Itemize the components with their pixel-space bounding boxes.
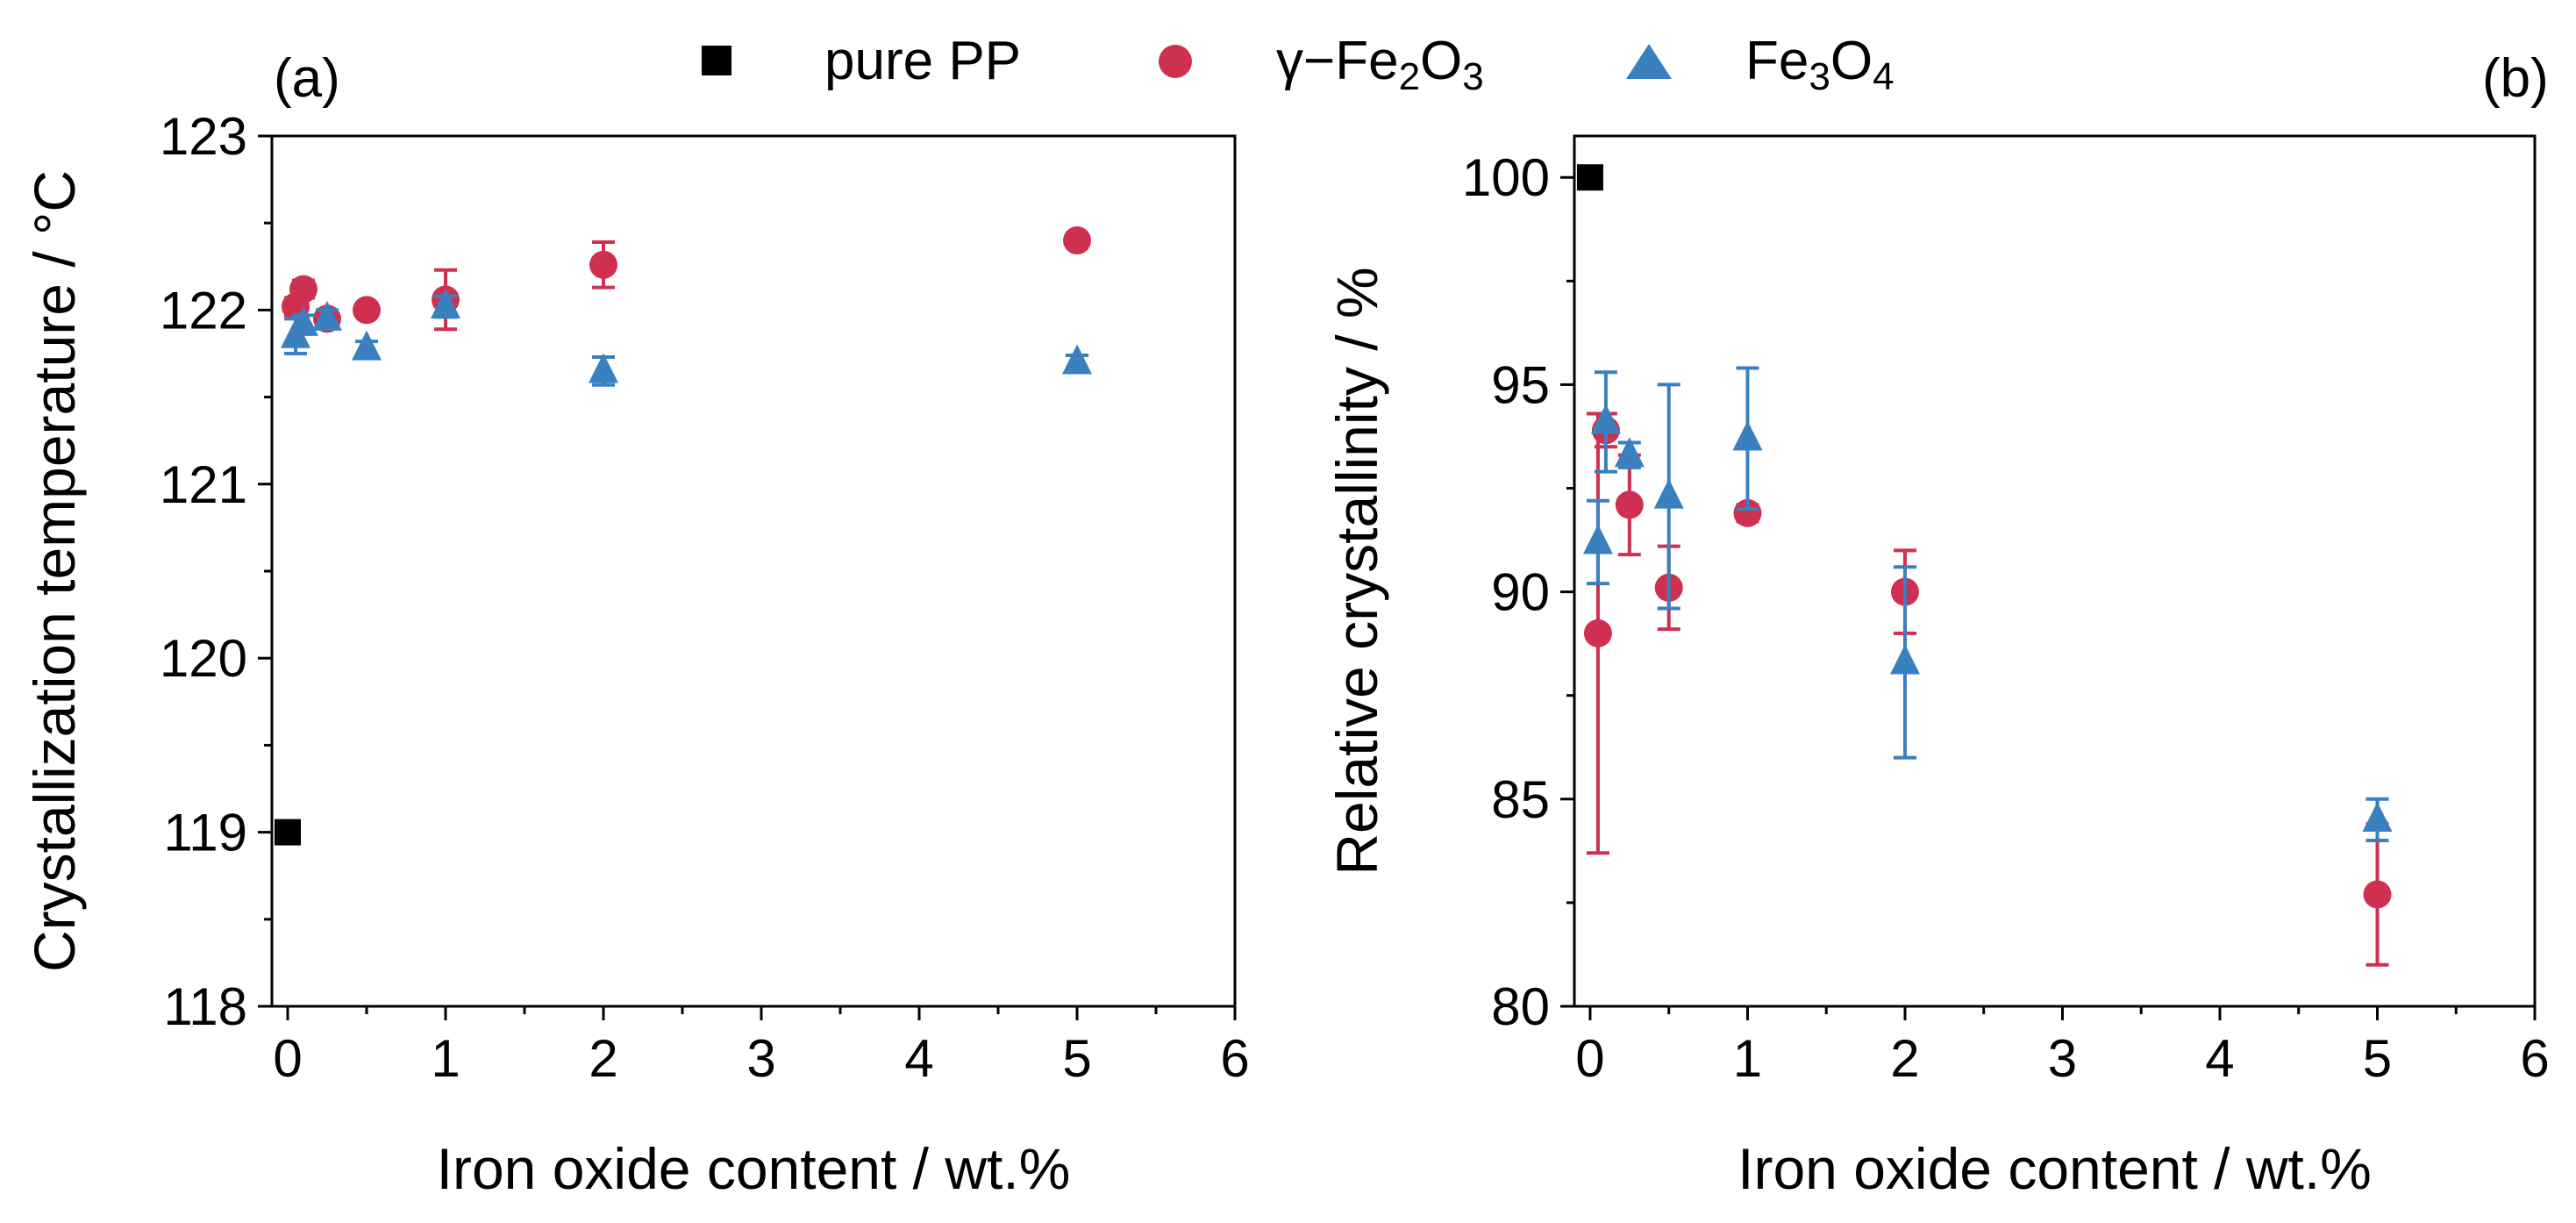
data-point-triangle <box>352 330 382 361</box>
x-tick-label: 6 <box>2520 1029 2549 1088</box>
data-point-triangle <box>431 289 460 319</box>
x-tick-label: 4 <box>2205 1029 2234 1088</box>
data-point-triangle <box>289 305 318 336</box>
data-point-triangle <box>1062 344 1092 375</box>
y-tick-label: 121 <box>160 455 247 514</box>
legend-entry-fe2o3: γ−Fe2O3 <box>1159 31 1484 98</box>
x-tick-label: 3 <box>746 1029 775 1088</box>
x-tick-label: 2 <box>589 1029 617 1088</box>
series-circle <box>1583 411 2392 967</box>
plot-frame <box>1573 134 2537 1008</box>
series-triangle <box>281 289 1092 387</box>
data-point-circle <box>2363 880 2392 909</box>
y-tick-label: 90 <box>1491 563 1550 622</box>
y-tick-label: 80 <box>1491 977 1550 1036</box>
legend-marker-square <box>702 46 731 75</box>
x-tick-label: 0 <box>273 1029 302 1088</box>
x-tick-label: 1 <box>431 1029 460 1088</box>
x-axis-label: Iron oxide content / wt.% <box>437 1136 1071 1201</box>
x-tick-label: 5 <box>1062 1029 1091 1088</box>
data-point-circle <box>353 296 381 325</box>
x-axis-label: Iron oxide content / wt.% <box>1738 1136 2372 1201</box>
data-point-triangle <box>1582 524 1613 554</box>
data-point-circle <box>1583 619 1612 647</box>
data-point-circle <box>289 275 318 304</box>
y-axis-label: Relative crystallinity / % <box>1324 267 1389 875</box>
y-tick-label: 119 <box>163 804 247 862</box>
series-triangle <box>1582 366 2393 843</box>
data-point-triangle <box>1889 644 1920 675</box>
data-point-triangle <box>312 300 342 331</box>
legend-entry-pure-pp: pure PP <box>702 31 1021 91</box>
x-tick-label: 3 <box>2048 1029 2077 1088</box>
x-tick-label: 0 <box>1575 1029 1604 1088</box>
x-tick-label: 4 <box>904 1029 933 1088</box>
data-point-circle <box>1615 490 1644 519</box>
data-point-triangle <box>1732 420 1763 451</box>
y-tick-label: 123 <box>160 107 247 166</box>
data-point-square <box>275 819 301 846</box>
x-tick-label: 1 <box>1733 1029 1762 1088</box>
legend-label-fe2o3: γ−Fe2O3 <box>1276 31 1484 98</box>
data-point-triangle <box>2362 802 2393 833</box>
legend-label-fe3o4: Fe3O4 <box>1745 31 1895 98</box>
chart-panel-b: 0 1 2 3 4 5 6 80 85 90 95 100 Iron oxide content / w… <box>1324 48 2550 1201</box>
x-tick-label: 2 <box>1890 1029 1919 1088</box>
data-point-circle <box>1733 498 1762 527</box>
y-tick-label: 120 <box>160 629 247 688</box>
y-axis-label: Crystallization temperature / °C <box>22 170 87 972</box>
data-point-circle <box>589 250 617 279</box>
series-circle <box>282 226 1091 333</box>
legend-marker-triangle <box>1626 44 1672 79</box>
legend-label-pure-pp: pure PP <box>824 31 1021 91</box>
data-point-triangle <box>1590 404 1621 434</box>
data-point-circle <box>1063 226 1091 255</box>
panel-label: (b) <box>2482 48 2549 109</box>
series-square <box>1576 164 1603 191</box>
y-tick-label: 85 <box>1491 770 1550 829</box>
x-tick-label: 6 <box>1220 1029 1249 1088</box>
panel-label: (a) <box>274 48 340 109</box>
series-square <box>275 819 301 846</box>
legend-marker-circle <box>1159 45 1192 78</box>
y-tick-label: 100 <box>1462 148 1550 207</box>
data-point-triangle <box>589 353 618 383</box>
y-tick-label: 95 <box>1491 355 1550 414</box>
y-tick-label: 122 <box>160 281 247 340</box>
plot-frame <box>270 134 1237 1008</box>
data-point-triangle <box>1614 437 1645 468</box>
legend-entry-fe3o4: Fe3O4 <box>1626 31 1895 98</box>
data-point-triangle <box>1653 478 1684 509</box>
x-tick-label: 5 <box>2363 1029 2392 1088</box>
data-point-square <box>1576 164 1603 191</box>
y-tick-label: 118 <box>163 977 247 1036</box>
legend: pure PP γ−Fe2O3 Fe3O4 <box>702 31 1895 98</box>
